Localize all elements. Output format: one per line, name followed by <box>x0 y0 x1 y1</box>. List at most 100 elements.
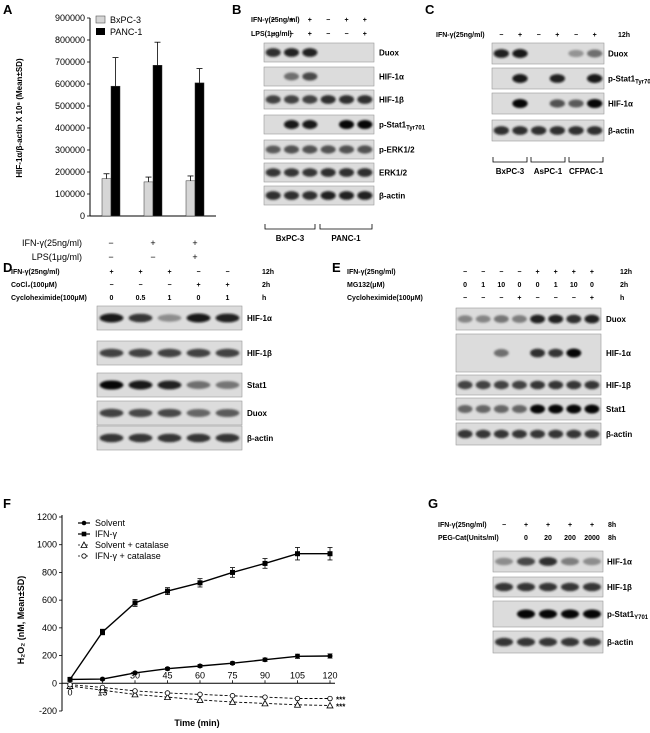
panel-b-cond-mark: + <box>363 17 367 24</box>
panel-a-ylabel: HIF-1α/β-actin X 10⁶ (Mean±SD) <box>15 58 24 178</box>
data-point <box>132 688 138 694</box>
panel-d-cond-mark: 0.5 <box>136 295 146 302</box>
blot-g-row: HIF-1α <box>492 550 632 573</box>
panel-a-ytick-label: 0 <box>80 211 85 221</box>
blot-c-row-band <box>568 99 584 108</box>
blot-c-row-label: HIF-1α <box>608 100 633 109</box>
blot-g-row-label: p-Stat1Y701 <box>607 610 649 621</box>
panel-e-cond-label-ifn: IFN-γ(25ng/ml) <box>347 269 396 276</box>
panel-d-cond-mark: − <box>225 269 229 276</box>
blot-e-row-label: HIF-1α <box>606 349 631 358</box>
blot-d-row: β-actin <box>96 425 273 451</box>
panel-b-western-blot: IFN-γ(25ng/ml) LPS(1μg/ml) − + + − + +− − + − − + … <box>251 17 426 243</box>
panel-e-cond-mark: 10 <box>497 282 505 289</box>
blot-c-row-band <box>587 98 603 109</box>
blot-b-row-band <box>302 168 318 177</box>
blot-e-row-band <box>584 404 600 414</box>
panel-b-cond-mark: + <box>363 31 367 38</box>
blot-e-row-label: Stat1 <box>606 405 626 414</box>
panel-letter-c: C <box>425 2 435 17</box>
blot-e-row-band <box>584 429 600 439</box>
panel-e-cond-mark: − <box>481 295 485 302</box>
significance-annotation: *** <box>336 696 346 705</box>
panel-c-cond-mark: − <box>499 32 503 39</box>
blot-d-row-label: HIF-1β <box>247 349 272 358</box>
blot-b-row-band <box>338 119 355 130</box>
panel-c-cond-mark: + <box>518 32 522 39</box>
panel-g-cond-mark: 2000 <box>584 535 600 542</box>
blot-b-row-band <box>283 168 300 177</box>
panel-c-cond-label-ifn: IFN-γ(25ng/ml) <box>436 32 485 39</box>
blot-e-row-band <box>493 380 509 390</box>
panel-d-cond-mark: + <box>225 282 229 289</box>
panel-a-cond-mark: − <box>108 252 113 262</box>
panel-e-cond-mark: − <box>463 269 467 276</box>
panel-a-ytick-label: 300000 <box>55 145 85 155</box>
series-line-1 <box>69 553 330 680</box>
panel-d-cond-mark: 0 <box>197 295 201 302</box>
blot-d-row-label: β-actin <box>247 434 273 443</box>
blot-b-row-band <box>357 95 373 104</box>
panel-b-cond-mark: + <box>344 17 348 24</box>
panel-d-cond-mark: − <box>167 282 171 289</box>
data-point <box>327 695 333 702</box>
bar-bxpc3 <box>185 180 196 217</box>
panel-g-cond-suffix-1: 8h <box>608 522 616 529</box>
blot-b-row-band <box>283 145 300 154</box>
blot-d-row: HIF-1α <box>96 305 272 331</box>
panel-c-cond-suffix: 12h <box>618 32 630 39</box>
panel-f-xtick-label: 60 <box>195 670 205 680</box>
blot-b-row-band <box>320 168 336 177</box>
blot-e-row: Duox <box>455 307 627 331</box>
data-point <box>295 653 300 659</box>
data-point <box>100 676 105 682</box>
data-point <box>293 700 302 708</box>
blot-e-row-band <box>566 404 582 414</box>
legend-label: Solvent <box>95 518 126 528</box>
blot-b-row-band <box>302 72 318 81</box>
panel-d-cond-label-ifn: IFN-γ(25ng/ml) <box>11 269 60 276</box>
panel-b-cond-mark: − <box>326 31 330 38</box>
blot-d-row-band <box>99 433 124 443</box>
blot-g-row-band <box>560 637 580 647</box>
blot-e-row: Stat1 <box>455 397 626 421</box>
blot-d-row-label: HIF-1α <box>247 314 272 323</box>
blot-c-row: HIF-1α <box>491 92 633 115</box>
blot-d-row-band <box>186 433 211 443</box>
blot-c-row-label: p-Stat1Tyr701 <box>608 75 650 86</box>
blot-c-row-label: β-actin <box>608 127 634 136</box>
blot-e-row-membrane <box>455 422 602 446</box>
panel-d-cond-mark: − <box>109 282 113 289</box>
cell-line-label-panc1: PANC-1 <box>331 234 361 243</box>
blot-d-row-band <box>186 348 211 358</box>
panel-g-cond-mark: + <box>568 522 572 529</box>
panel-a-ytick-label: 500000 <box>55 101 85 111</box>
blot-e-row-band <box>530 404 545 414</box>
panel-letter-d: D <box>3 260 12 275</box>
blot-e-row-band <box>530 429 545 439</box>
blot-e-row-band <box>584 380 600 390</box>
blot-b-row-band <box>338 191 355 200</box>
panel-d-cond-label-chx: Cycloheximide(100μM) <box>11 295 87 302</box>
blot-b-row-band <box>283 72 300 81</box>
panel-e-western-blot: IFN-γ(25ng/ml) MG132(μM) Cycloheximide(1… <box>347 269 632 446</box>
blot-e-row-band <box>493 315 509 323</box>
panel-e-cond-mark: 0 <box>590 282 594 289</box>
cell-line-label-c-cfpac1: CFPAC-1 <box>569 167 604 176</box>
panel-e-cond-mark: + <box>536 269 540 276</box>
panel-f-ytick-label: 600 <box>42 595 57 605</box>
blot-g-row-band <box>494 637 514 647</box>
panel-f-xtick-label: 0 <box>67 687 72 697</box>
blot-d-row-band <box>186 381 211 389</box>
blot-e-row-membrane <box>455 307 602 331</box>
panel-e-cond-mark: 0 <box>463 282 467 289</box>
blot-b-row-label: β-actin <box>379 192 405 201</box>
blot-c-row-band <box>512 98 528 109</box>
panel-a-ytick-label: 100000 <box>55 189 85 199</box>
panel-a-cond-mark: − <box>150 252 155 262</box>
blot-g-row: p-Stat1Y701 <box>492 600 649 628</box>
blot-e-row-band <box>512 405 527 413</box>
blot-b-row-band <box>357 168 373 177</box>
panel-b-cond-label-ifn: IFN-γ(25ng/ml) <box>251 17 300 24</box>
data-point <box>132 670 138 676</box>
